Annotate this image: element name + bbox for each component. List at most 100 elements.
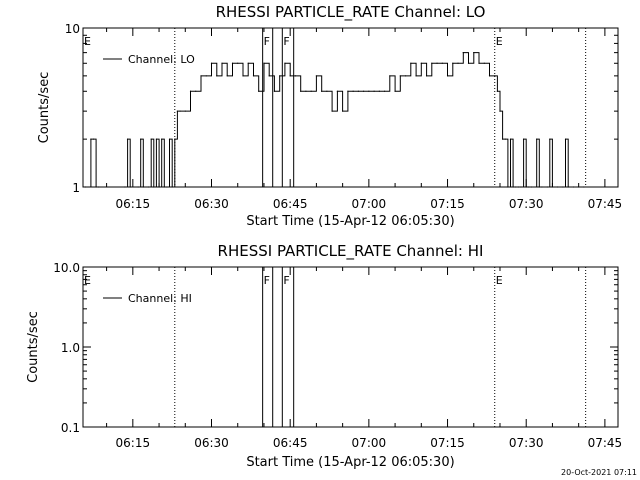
data-point xyxy=(496,90,498,92)
y-axis-label: Counts/sec xyxy=(37,72,52,144)
data-point xyxy=(166,186,168,188)
data-point xyxy=(205,75,207,77)
data-point xyxy=(150,138,152,140)
data-point xyxy=(158,186,160,188)
marker-label: F xyxy=(283,35,289,48)
marker-label: F xyxy=(264,274,270,287)
data-point xyxy=(436,62,438,64)
data-point xyxy=(163,186,165,188)
data-point xyxy=(242,75,244,77)
marker-label: E xyxy=(496,274,503,287)
data-point xyxy=(129,186,131,188)
data-point xyxy=(85,186,87,188)
data-point xyxy=(509,138,512,140)
series-line xyxy=(85,52,584,188)
data-point xyxy=(507,186,509,188)
data-point xyxy=(488,75,491,77)
data-point xyxy=(216,75,218,77)
data-point xyxy=(273,90,276,92)
data-point xyxy=(168,138,171,140)
data-point xyxy=(562,186,564,188)
footer-timestamp: 20-Oct-2021 07:11 xyxy=(561,468,637,477)
data-point xyxy=(410,62,412,64)
data-point xyxy=(200,75,202,77)
marker-label: E xyxy=(496,35,503,48)
series-0 xyxy=(85,52,585,188)
data-point xyxy=(467,62,470,64)
data-point xyxy=(530,186,533,188)
data-point xyxy=(517,186,519,188)
data-point xyxy=(184,110,186,112)
chart-title: RHESSI PARTICLE_RATE Channel: LO xyxy=(216,3,486,22)
data-point xyxy=(310,90,312,92)
data-point xyxy=(305,90,307,92)
data-point xyxy=(538,186,540,188)
data-point xyxy=(515,186,517,188)
data-point xyxy=(363,90,365,92)
data-point xyxy=(247,62,249,64)
y-tick-label: 10 xyxy=(65,22,80,36)
data-point xyxy=(174,138,176,140)
data-point xyxy=(446,75,449,77)
data-point xyxy=(373,90,375,92)
data-point xyxy=(352,90,354,92)
data-point xyxy=(394,90,396,92)
marker-label: E xyxy=(84,274,91,287)
panel-1: RHESSI PARTICLE_RATE Channel: HI 06:15 06:… xyxy=(26,242,622,470)
x-tick-label: 07:15 xyxy=(430,197,465,211)
data-point xyxy=(189,90,192,92)
x-tick-label: 07:45 xyxy=(588,197,623,211)
x-tick-label: 06:45 xyxy=(273,197,308,211)
data-point xyxy=(525,186,527,188)
data-point xyxy=(551,186,554,188)
x-tick-label: 07:00 xyxy=(352,436,387,450)
data-point xyxy=(368,90,370,92)
data-point xyxy=(153,186,155,188)
data-point xyxy=(342,110,344,112)
data-point xyxy=(179,110,181,112)
data-point xyxy=(564,138,567,140)
y-tick-label: 0.1 xyxy=(61,421,80,435)
data-point xyxy=(567,186,569,188)
y-axis-label: Counts/sec xyxy=(26,311,41,383)
data-point xyxy=(326,90,328,92)
legend: Channel: HI xyxy=(103,292,192,305)
data-point xyxy=(473,52,475,54)
data-point xyxy=(231,62,234,64)
data-point xyxy=(452,62,454,64)
data-point xyxy=(321,90,323,92)
data-point xyxy=(494,75,496,77)
x-tick-label: 07:30 xyxy=(509,436,544,450)
y-tick-label: 10.0 xyxy=(53,261,80,275)
data-point xyxy=(347,90,349,92)
y-tick-label: 1 xyxy=(72,181,80,195)
x-tick-label: 06:30 xyxy=(194,436,229,450)
data-point xyxy=(378,90,380,92)
x-tick-label: 07:45 xyxy=(588,436,623,450)
data-point xyxy=(289,75,291,77)
data-point xyxy=(357,90,359,92)
data-point xyxy=(176,110,179,112)
plot-frame xyxy=(82,266,619,428)
data-point xyxy=(161,138,163,140)
data-point xyxy=(252,75,255,77)
y-axis: 0.1 1.0 10.0 xyxy=(53,261,618,435)
data-point xyxy=(98,186,100,188)
data-point xyxy=(572,186,575,188)
data-point xyxy=(462,52,464,54)
data-point xyxy=(92,138,95,140)
y-axis: 1 10 xyxy=(65,22,618,195)
data-point xyxy=(578,186,580,188)
data-point xyxy=(528,186,530,188)
x-axis-label: Start Time (15-Apr-12 06:05:30) xyxy=(246,214,454,229)
data-point xyxy=(147,186,150,188)
data-point xyxy=(263,62,265,64)
plot-frame xyxy=(82,27,619,188)
data-point xyxy=(137,186,139,188)
x-tick-label: 07:15 xyxy=(430,436,465,450)
data-point xyxy=(140,138,142,140)
data-point xyxy=(557,186,559,188)
x-tick-label: 06:30 xyxy=(194,197,229,211)
data-point xyxy=(155,138,158,140)
